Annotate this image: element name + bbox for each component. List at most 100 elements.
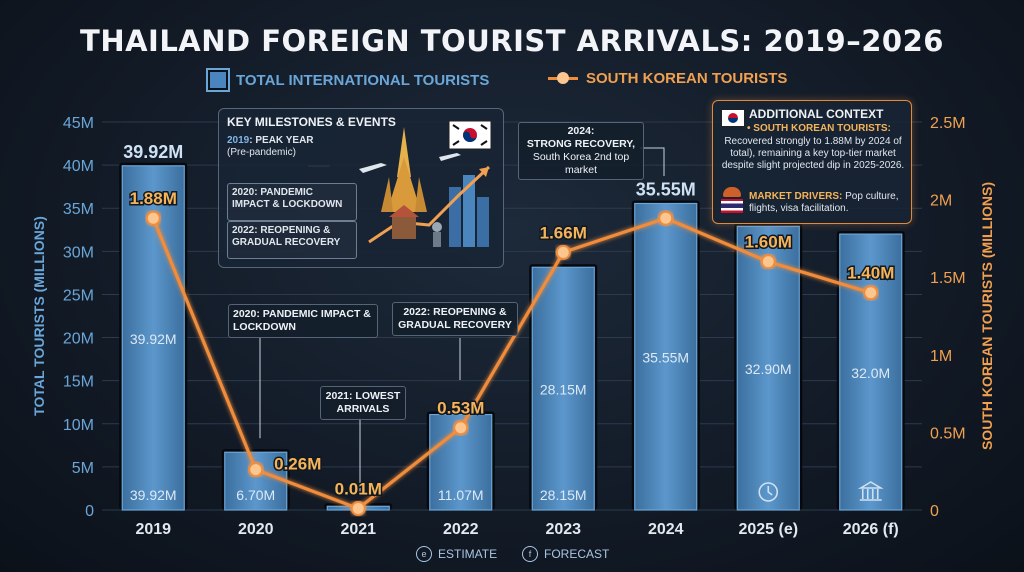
y-tick-label: 10M: [63, 417, 94, 434]
milestone-2022-box: 2022: REOPENING & GRADUAL RECOVERY: [227, 221, 357, 259]
y-tick-label: 45M: [63, 115, 94, 132]
x-tick-label: 2022: [443, 521, 479, 538]
korea-point: [248, 462, 264, 478]
annotation-2022: 2022: REOPENING & GRADUAL RECOVERY: [392, 302, 518, 336]
korea-point: [145, 210, 161, 226]
x-tick-label: 2019: [135, 521, 171, 538]
annotation-2024-year: 2024:: [567, 125, 595, 137]
bar: [634, 202, 698, 511]
legend-label-korea: SOUTH KOREAN TOURISTS: [586, 70, 788, 87]
y2-tick-label: 0: [930, 503, 939, 520]
x-tick-label: 2025 (e): [738, 521, 798, 538]
korea-point-label: 0.53M: [437, 399, 484, 418]
bar-top-label: 35.55M: [636, 179, 696, 199]
y-tick-label: 15M: [63, 374, 94, 391]
forecast-circle-icon: f: [522, 546, 538, 562]
bar-base-label: 39.92M: [130, 487, 177, 503]
chart-title: THAILAND FOREIGN TOURIST ARRIVALS: 2019–…: [80, 24, 944, 58]
bar-base-label: 11.07M: [438, 487, 484, 503]
legend-label-total: TOTAL INTERNATIONAL TOURISTS: [236, 71, 490, 89]
x-tick-label: 2020: [238, 521, 274, 538]
korea-point-label: 0.01M: [335, 479, 382, 498]
thailand-illustration-icon: [359, 120, 492, 247]
context-drivers-text: Pop culture, flights, visa facilitation.: [749, 191, 899, 214]
context-panel: ADDITIONAL CONTEXT • SOUTH KOREAN TOURIS…: [712, 100, 912, 224]
bar: [531, 266, 595, 511]
milestone-2019-label: : PEAK YEAR: [249, 135, 314, 146]
bar-mid-label: 28.15M: [540, 382, 587, 398]
y2-tick-label: 2.5M: [930, 115, 966, 132]
context-title: ADDITIONAL CONTEXT: [749, 107, 884, 121]
korea-point: [453, 420, 469, 436]
korea-point: [658, 210, 674, 226]
context-korea-label: • SOUTH KOREAN TOURISTS:: [747, 123, 891, 134]
annotation-2024-text: South Korea 2nd top market: [532, 151, 630, 176]
bar-mid-label: 32.0M: [851, 365, 890, 381]
bank-icon: [857, 481, 884, 501]
legend-item-total: TOTAL INTERNATIONAL TOURISTS: [206, 68, 490, 92]
y2-axis-title: SOUTH KOREAN TOURISTS (MILLIONS): [979, 182, 995, 450]
annotation-2024: 2024: STRONG RECOVERY, South Korea 2nd t…: [518, 122, 644, 180]
bar-mid-label: 35.55M: [642, 350, 689, 366]
korea-point-label: 0.26M: [274, 455, 321, 474]
milestones-title: KEY MILESTONES & EVENTS: [227, 115, 396, 129]
korea-flag-icon: [721, 109, 745, 127]
thai-food-icon: [721, 187, 743, 213]
context-korea-text: Recovered strongly to 1.88M by 2024 of t…: [721, 136, 905, 171]
y-axis-title: TOTAL TOURISTS (MILLIONS): [31, 216, 47, 416]
y2-tick-label: 0.5M: [930, 425, 966, 442]
annotation-2024-title: STRONG RECOVERY,: [526, 138, 636, 150]
bar-top-label: 39.92M: [123, 142, 183, 162]
y-tick-label: 5M: [72, 460, 94, 477]
footer-estimate: e ESTIMATE: [416, 546, 497, 562]
legend-item-korea: SOUTH KOREAN TOURISTS: [548, 70, 787, 87]
milestone-2020: 2020: PANDEMIC IMPACT & LOCKDOWN: [232, 187, 343, 210]
footer-forecast: f FORECAST: [522, 546, 609, 562]
x-tick-label: 2021: [340, 521, 376, 538]
milestone-2022: 2022: REOPENING & GRADUAL RECOVERY: [232, 225, 341, 248]
bar-mid-label: 32.90M: [745, 361, 792, 377]
y-tick-label: 30M: [63, 244, 94, 261]
annotation-2021: 2021: LOWEST ARRIVALS: [320, 386, 406, 420]
bar-base-label: 28.15M: [540, 487, 587, 503]
bar-mid-label: 39.92M: [130, 331, 177, 347]
y-tick-label: 25M: [63, 287, 94, 304]
milestone-2019-sub: (Pre-pandemic): [227, 147, 296, 158]
bar-swatch-icon: [206, 68, 230, 92]
estimate-circle-icon: e: [416, 546, 432, 562]
y-tick-label: 20M: [63, 331, 94, 348]
x-tick-label: 2023: [545, 521, 581, 538]
y2-tick-label: 1.5M: [930, 270, 966, 287]
bar: [736, 225, 800, 511]
y2-tick-label: 1M: [930, 348, 952, 365]
x-tick-label: 2024: [648, 521, 684, 538]
korea-point: [555, 244, 571, 260]
legend: TOTAL INTERNATIONAL TOURISTS SOUTH KOREA…: [0, 68, 1024, 94]
footer-estimate-label: ESTIMATE: [438, 547, 498, 561]
korea-point-label: 1.60M: [745, 233, 792, 252]
milestones-panel: KEY MILESTONES & EVENTS 2019: PEAK YEAR …: [218, 108, 504, 268]
context-drivers: MARKET DRIVERS: Pop culture, flights, vi…: [749, 191, 907, 215]
korea-point-label: 1.66M: [540, 223, 587, 242]
korea-point-label: 1.40M: [847, 264, 894, 283]
clock-hand-icon: [767, 486, 773, 496]
footer-forecast-label: FORECAST: [544, 547, 610, 561]
y-tick-label: 0: [85, 503, 94, 520]
annotation-connector: [640, 147, 665, 176]
clock-icon: [758, 482, 779, 502]
korea-point: [350, 500, 366, 516]
milestone-2019: 2019: PEAK YEAR (Pre-pandemic): [227, 135, 347, 159]
bar-base-label: 6.70M: [236, 487, 275, 503]
y-tick-label: 35M: [63, 201, 94, 218]
korea-series-line: [151, 216, 872, 511]
context-korea: • SOUTH KOREAN TOURISTS:: [747, 123, 907, 135]
context-drivers-label: MARKET DRIVERS:: [749, 191, 843, 202]
korea-point-label: 1.88M: [130, 189, 177, 208]
milestone-2019-year: 2019: [227, 135, 250, 146]
korea-point: [760, 254, 776, 270]
line-swatch-icon: [548, 72, 578, 84]
korea-point: [863, 285, 879, 301]
y2-tick-label: 2M: [930, 193, 952, 210]
bar: [839, 233, 903, 511]
